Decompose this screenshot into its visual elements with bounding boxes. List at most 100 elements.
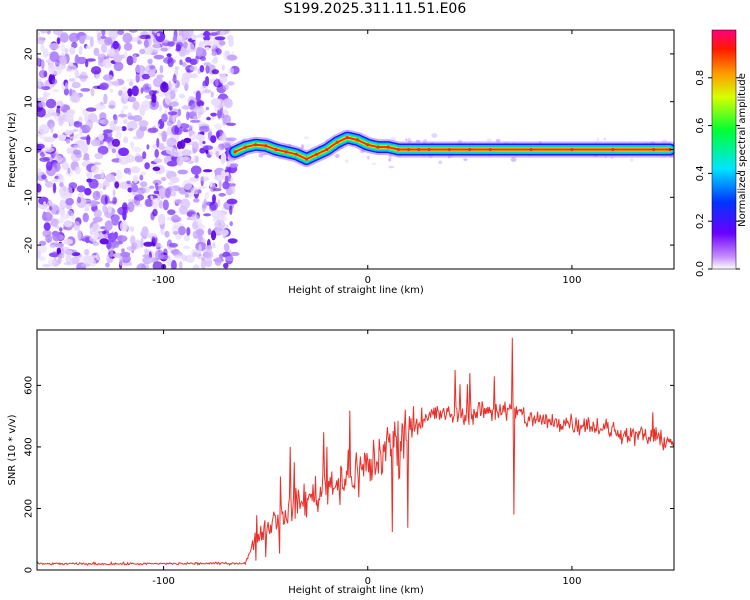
ridge-point — [355, 138, 360, 142]
noise-blob — [167, 41, 175, 47]
noise-blob — [77, 229, 82, 240]
noise-blob — [113, 240, 120, 248]
noise-blob — [83, 153, 90, 160]
noise-blob — [92, 223, 101, 233]
noise-blob — [166, 160, 178, 167]
noise-blob — [152, 179, 162, 185]
noise-blob — [161, 131, 167, 143]
ridge-point — [468, 147, 472, 152]
noise-blob — [132, 115, 143, 122]
noise-blob — [630, 158, 634, 162]
noise-blob — [128, 127, 134, 132]
noise-blob — [202, 145, 214, 151]
noise-blob — [192, 251, 198, 257]
noise-blob — [156, 123, 160, 128]
ridge-point — [366, 143, 370, 147]
noise-blob — [226, 160, 231, 168]
noise-blob — [93, 209, 102, 219]
ridge-point — [274, 147, 278, 152]
noise-blob — [45, 161, 53, 171]
noise-blob — [41, 212, 53, 222]
noise-blob — [217, 198, 221, 208]
noise-blob — [226, 198, 238, 205]
noise-blob — [64, 47, 69, 54]
noise-blob — [96, 53, 104, 57]
noise-blob — [334, 154, 339, 157]
ridge-point — [652, 147, 656, 152]
noise-blob — [117, 30, 125, 36]
noise-blob — [218, 40, 226, 46]
noise-blob — [194, 156, 199, 163]
noise-blob — [121, 126, 127, 132]
noise-blob — [178, 93, 186, 99]
noise-blob — [84, 208, 90, 212]
noise-blob — [102, 204, 108, 214]
noise-blob — [136, 263, 147, 269]
noise-blob — [92, 216, 103, 223]
noise-blob — [176, 119, 181, 128]
noise-blob — [209, 201, 218, 211]
noise-blob — [74, 69, 80, 79]
noise-blob — [56, 37, 61, 45]
noise-blob — [50, 66, 55, 76]
ridge-point — [376, 145, 380, 149]
noise-blob — [438, 160, 443, 164]
noise-blob — [39, 157, 50, 162]
noise-blob — [43, 222, 51, 231]
noise-blob — [111, 126, 123, 132]
noise-blob — [84, 187, 92, 196]
noise-blob — [139, 34, 150, 40]
noise-blob — [125, 154, 136, 163]
ridge-point — [611, 147, 615, 152]
noise-blob — [65, 197, 74, 206]
noise-blob — [189, 66, 198, 71]
noise-blob — [153, 54, 164, 60]
noise-blob — [486, 138, 492, 142]
noise-blob — [192, 115, 198, 120]
noise-blob — [388, 165, 395, 169]
noise-blob — [197, 189, 202, 194]
noise-blob — [77, 142, 85, 150]
noise-blob — [106, 253, 110, 263]
noise-blob — [155, 182, 159, 191]
noise-blob — [44, 147, 55, 153]
noise-blob — [200, 259, 206, 269]
noise-blob — [174, 66, 179, 77]
noise-blob — [174, 255, 183, 260]
noise-blob — [118, 90, 123, 97]
noise-blob — [227, 67, 235, 75]
noise-blob — [111, 148, 117, 154]
noise-blob — [229, 204, 233, 215]
noise-blob — [163, 57, 173, 64]
noise-blob — [57, 253, 62, 264]
noise-blob — [132, 101, 140, 111]
noise-blob — [596, 137, 600, 142]
figure-title: S199.2025.311.11.51.E06 — [283, 1, 467, 17]
noise-blob — [126, 55, 134, 66]
noise-blob — [109, 247, 114, 258]
noise-blob — [37, 36, 46, 45]
noise-blob — [92, 190, 101, 201]
noise-blob — [64, 129, 73, 135]
noise-blob — [39, 132, 45, 140]
noise-blob — [210, 112, 217, 117]
noise-blob — [159, 64, 164, 74]
noise-blob — [66, 68, 71, 72]
noise-blob — [142, 45, 153, 55]
noise-blob — [159, 142, 165, 151]
ridge-point — [386, 145, 390, 149]
noise-blob — [184, 73, 190, 84]
noise-blob — [209, 117, 215, 121]
noise-blob — [230, 251, 240, 257]
noise-blob — [141, 226, 149, 237]
noise-blob — [184, 234, 190, 242]
noise-blob — [131, 183, 139, 193]
noise-blob — [112, 196, 117, 205]
noise-blob — [194, 34, 205, 39]
noise-blob — [218, 179, 222, 189]
noise-blob — [44, 136, 56, 143]
noise-blob — [114, 181, 120, 189]
